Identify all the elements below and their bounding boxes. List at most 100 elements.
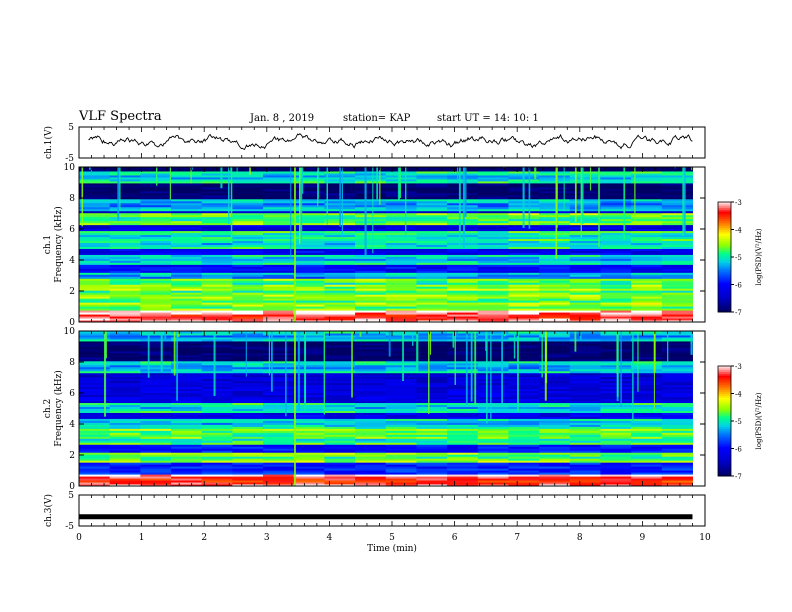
spectrogram-1-cell [355,296,387,299]
colorbar-2-cell [718,441,731,444]
spectrogram-2-cell [324,428,356,431]
colorbar-2-cell [718,448,731,451]
spectrogram-2-cell [293,452,325,455]
spectrogram-2-cell [569,420,601,423]
spectrogram-1-cell [477,282,509,285]
spectrogram-1-cell [109,278,141,281]
spectrogram-1-cell [140,194,172,198]
spectrogram-1-cell [232,194,264,198]
spectrogram-1-cell [232,168,264,172]
spectrogram-1-cell [661,250,693,253]
spectrogram-1-cell [293,302,325,305]
spectrogram-1-cell [79,304,111,307]
spectrogram-2-cell [263,438,295,441]
spectrogram-2-cell [600,390,632,394]
spectrogram-2-cell [171,436,203,439]
spectrogram-2-cell [447,396,479,400]
spectrogram-1-cell [79,214,111,218]
spectrogram-2-cell [263,394,295,398]
spectrogram-2-cell [201,416,233,419]
spectrogram-2-cell [140,334,172,338]
spectrogram-1-cell [293,190,325,194]
spectrogram-1-cell [477,220,509,224]
colorbar-1 [718,202,731,313]
spectrogram-2-cell [109,456,141,459]
spectrogram-2-cell [661,352,693,356]
spectrogram-1-cell [171,170,203,174]
spectrogram-1-cell [508,296,540,299]
spectrogram-1-cell [416,214,448,218]
spectrogram-1-cell [232,170,264,174]
spectrogram-1-cell [232,254,264,257]
spectrogram-1-cell [79,320,111,323]
spectrogram-2-cell [539,414,571,417]
spectrogram-1-cell [631,170,663,174]
spectrogram-1-cell [171,230,203,234]
spectrogram-2-cell [416,364,448,368]
colorbar-1-cell [718,216,731,219]
spectrogram-1-cell [171,236,203,240]
spectrogram-2-cell [539,386,571,390]
spectrogram-2-cell [447,346,479,350]
spectrogram-2-cell [232,464,264,467]
spectrogram-2-cell [447,398,479,402]
spectrogram-2-cell [79,422,111,425]
spectrogram-2-cell [416,436,448,439]
spectrogram-1-cell [324,290,356,293]
colorbar-2-cell [718,422,731,426]
spectrogram-1-cell [293,280,325,283]
spectrogram-1-cell [293,318,325,321]
spectrogram-2-cell [569,482,601,485]
colorbar-1-cell [718,205,731,208]
spectrogram-1-cell [600,170,632,174]
spectrogram-2-cell [79,394,111,398]
spectrogram-1-cell [539,226,571,230]
spectrogram-2-cell [171,342,203,346]
spectrogram-2-cell [171,432,203,435]
spectrogram-1-cell [600,200,632,204]
spectrogram-1-cell [201,278,233,281]
spectrogram-1-cell [263,210,295,214]
spectrogram-2-cell [631,384,663,388]
spectrogram-2-cell [324,388,356,392]
spectrogram-2-cell [355,382,387,386]
spectrogram-2-cell [171,348,203,352]
spectrogram-1-cell [600,308,632,311]
spectrogram-1-cell [569,316,601,319]
spectrogram-2-cell [201,456,233,459]
spectrogram-2-cell [661,470,693,473]
spectrogram-1-cell [109,208,141,212]
colorbar-2-cell [718,459,731,462]
spectrogram-2-cell [171,332,203,336]
spectrogram-2-cell [569,358,601,362]
spectrogram-1-cell [539,308,571,311]
spectrogram-2-cell [477,334,509,338]
spectrogram-1-cell [569,174,601,178]
spectrogram-1-cell [201,208,233,212]
spectrogram-2-cell [109,448,141,451]
spectrogram-2-cell [569,340,601,344]
spectrogram-1-cell [232,278,264,281]
spectrogram-2-cell [477,414,509,417]
spectrogram-2-cell [79,340,111,344]
spectrogram-1-cell [355,182,387,186]
spectrogram-2-cell [263,464,295,467]
spectrogram-1-cell [293,208,325,212]
spectrogram-1-cell [631,222,663,226]
colorbar-2-cell [718,402,731,405]
spectrogram-2-cell [263,404,295,408]
spectrogram-2-cell [324,374,356,378]
spectrogram-1-cell [661,234,693,238]
spectrogram-2-cell [293,414,325,417]
spectrogram-2-cell [263,442,295,445]
spectrogram-1-cell [477,172,509,176]
spectrogram-2-cell [600,362,632,366]
spectrogram-2-cell [569,416,601,419]
start-time-label: start UT = 14: 10: 1 [437,113,539,124]
spectrogram-2-cell [508,410,540,413]
xtick-label: 2 [201,533,207,543]
spectrogram-1-cell [109,170,141,174]
spectrogram-2-cell [477,388,509,392]
spectrogram-2-cell [79,482,111,485]
spectrogram-1-cell [232,198,264,202]
